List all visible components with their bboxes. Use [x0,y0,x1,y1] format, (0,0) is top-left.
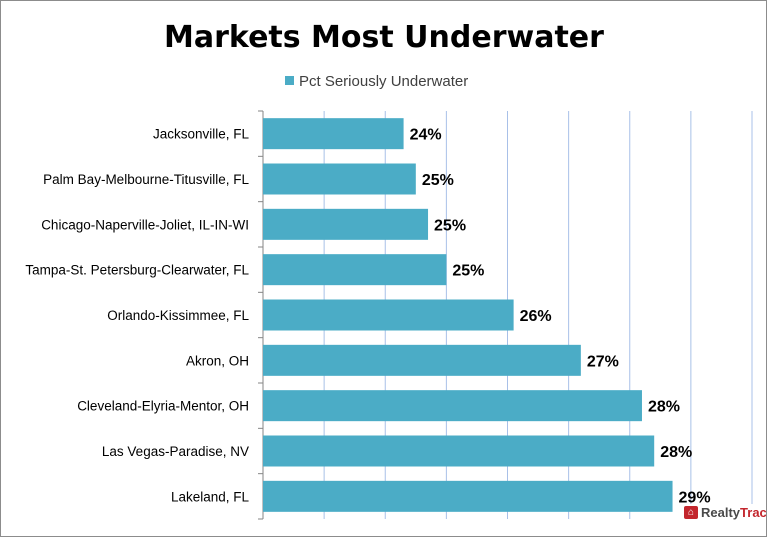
bar [263,163,416,195]
category-label: Chicago-Naperville-Joliet, IL-IN-WI [41,217,249,232]
bar [263,118,404,150]
data-label: 28% [660,444,692,461]
category-label: Lakeland, FL [171,489,250,504]
realtytrac-logo: ⌂ Realty Trac [682,504,767,521]
data-label: 25% [422,172,454,189]
bar [263,435,655,467]
category-label: Tampa-St. Petersburg-Clearwater, FL [25,263,249,278]
category-label: Cleveland-Elyria-Mentor, OH [77,399,249,414]
data-label: 27% [587,353,619,370]
logo-text-realty: Realty [701,505,741,520]
data-label: 24% [410,127,442,144]
bar [263,208,429,240]
bar [263,344,581,376]
bar [263,299,514,331]
category-label: Jacksonville, FL [153,127,250,142]
data-label: 25% [434,217,466,234]
data-label: 29% [679,489,711,506]
data-label: 25% [452,263,484,280]
legend-swatch [285,76,294,85]
chart-title: Markets Most Underwater [164,20,604,55]
bar [263,254,447,286]
logo-text-trac: Trac [740,505,767,520]
bar [263,480,673,512]
bar [263,390,642,422]
category-label: Palm Bay-Melbourne-Titusville, FL [43,172,249,187]
category-label: Las Vegas-Paradise, NV [102,444,249,459]
data-label: 28% [648,399,680,416]
category-label: Orlando-Kissimmee, FL [107,308,249,323]
data-label: 26% [520,308,552,325]
category-label: Akron, OH [186,353,249,368]
legend-label: Pct Seriously Underwater [299,73,468,90]
house-icon: ⌂ [684,506,698,519]
